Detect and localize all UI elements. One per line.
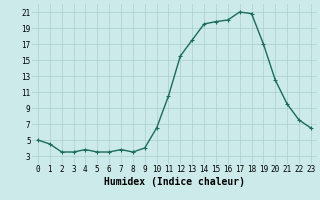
- X-axis label: Humidex (Indice chaleur): Humidex (Indice chaleur): [104, 177, 245, 187]
